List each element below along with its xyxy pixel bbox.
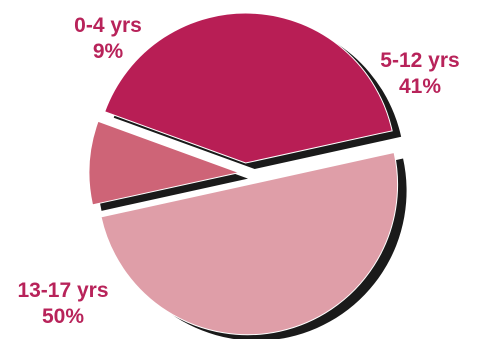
slice-value-5-12-yrs: 41% (399, 75, 441, 98)
pie-slice-13-17-yrs (100, 151, 399, 336)
slice-value-0-4-yrs: 9% (93, 40, 124, 63)
slice-label-13-17-yrs: 13-17 yrs (17, 279, 108, 302)
pie-slice-0-4-yrs (88, 120, 241, 206)
slice-value-13-17-yrs: 50% (42, 305, 84, 328)
slice-label-0-4-yrs: 0-4 yrs (74, 14, 142, 37)
slice-layer (88, 12, 399, 336)
slice-label-5-12-yrs: 5-12 yrs (380, 49, 459, 72)
label-layer: 5-12 yrs 41% 13-17 yrs 50% 0-4 yrs 9% (17, 14, 459, 328)
pie-slice-5-12-yrs (104, 12, 393, 164)
